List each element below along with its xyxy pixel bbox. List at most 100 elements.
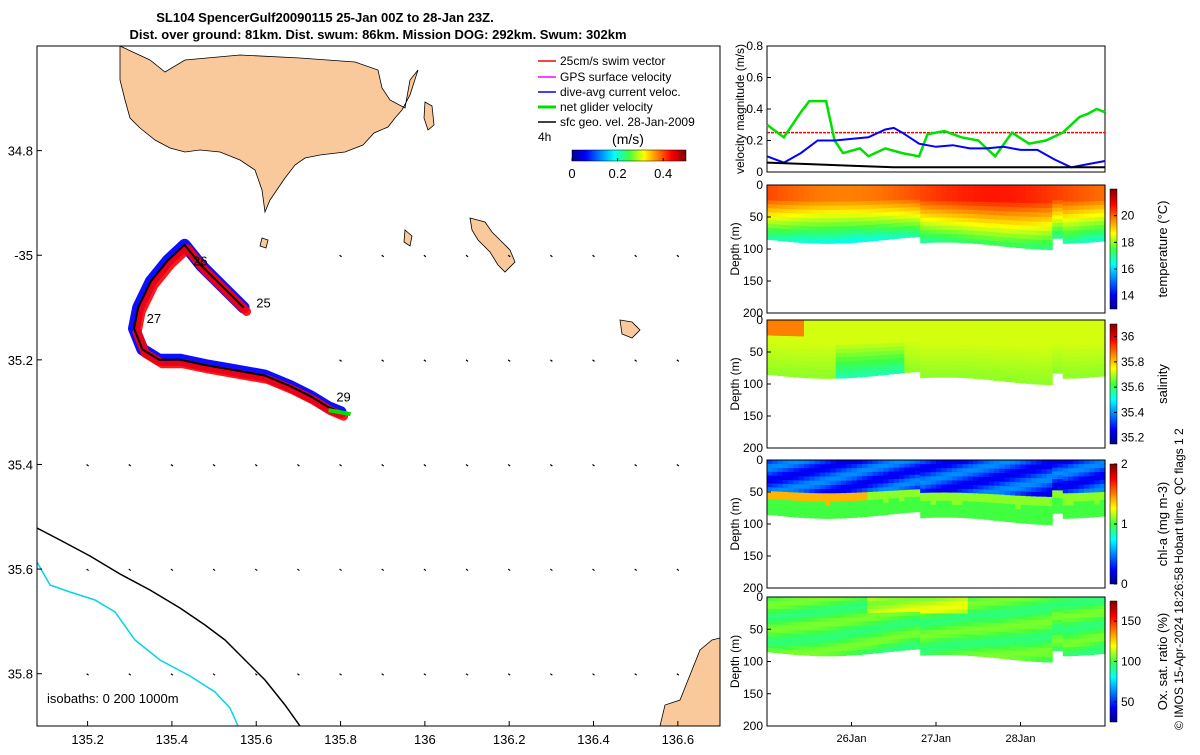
section-cell [1083,496,1090,502]
section-cell [767,600,773,606]
section-cell [877,359,884,364]
section-cell [951,605,958,610]
section-cell [999,359,1006,364]
section-cell [809,638,816,644]
section-cell [819,336,826,342]
section-cell [814,344,821,350]
velocity-y-axis: 00.20.40.60.8 [746,39,771,179]
section-cell [872,621,879,626]
section-cell [936,508,942,514]
section-cell [909,474,916,480]
section-cell [994,193,1000,199]
section-cell [772,475,779,481]
section-cell [1073,613,1080,619]
section-cell [888,346,895,352]
section-cell [1099,641,1106,646]
section-cell [978,320,985,325]
section-cell [1083,638,1090,643]
section-cell [1004,654,1011,660]
section-cell [1073,472,1080,478]
section-cell [846,332,853,337]
section-cell [1020,238,1027,244]
section-cell [782,508,789,513]
section-cell [804,332,810,337]
section-cell [925,193,932,198]
section-cell [1009,202,1016,208]
section-cell [973,197,979,203]
section-cell [809,320,816,325]
section-cell [809,497,816,502]
section-cell [883,188,890,194]
section-cell [1025,601,1032,607]
section-cell [872,464,879,469]
section-cell [772,216,779,221]
section-cell [973,345,979,350]
section-cell [946,508,953,514]
section-cell [1094,504,1101,509]
section-cell [1020,373,1027,379]
section-cell [936,201,942,206]
section-cell [1068,332,1074,338]
section-cell [951,324,958,329]
section-cell [936,193,942,198]
section-cell [1078,505,1085,510]
section-cell [1052,623,1059,629]
section-cell [1057,350,1064,355]
section-cell [951,609,958,614]
section-cell [1004,193,1011,199]
section-cell [1031,379,1037,385]
section-cell [936,464,942,469]
section-cell [777,232,784,238]
section-cell [899,353,905,359]
section-cell [862,360,868,365]
section-cell [988,354,995,359]
section-cell [835,609,842,615]
section-cell [1062,480,1069,486]
section-cell [819,638,826,644]
section-cell [936,460,942,465]
section-cell [788,492,794,497]
section-cell [1025,500,1032,506]
section-cell [930,320,937,325]
section-cell [1031,356,1037,362]
section-cell [1004,490,1011,496]
section-cell [909,349,916,354]
section-cell [914,630,921,635]
section-cell [904,627,911,632]
section-cell [893,230,900,236]
section-cell [967,214,974,219]
section-cell [925,356,932,362]
section-cell [888,604,895,610]
section-cell [1025,610,1032,616]
section-cell [988,189,995,195]
section-cell [914,482,921,487]
section-cell [920,222,927,227]
section-cell [793,356,800,362]
section-colorbar-label: temperature (°C) [1155,201,1170,298]
section-cell [1041,333,1048,339]
section-cell [814,638,821,644]
section-cell [830,634,837,640]
section-cell [1078,230,1085,235]
section-cell [978,374,985,380]
sfc-geo-arrow [339,673,342,676]
section-cell [1062,622,1069,627]
section-cell [877,232,884,237]
section-cell [777,228,784,234]
section-cell [1089,328,1096,333]
section-cell [893,509,900,514]
section-cell [1041,212,1048,218]
section-cell [840,472,847,478]
section-cell [914,196,921,201]
section-cell [973,501,979,507]
section-cell [1062,630,1069,636]
section-cell [1083,601,1090,606]
section-cell [962,638,969,644]
section-cell [962,340,969,346]
section-cell [835,328,842,333]
section-cell [1009,477,1016,483]
section-cell [978,489,985,495]
section-cell [777,236,784,242]
section-cell [1031,633,1037,639]
